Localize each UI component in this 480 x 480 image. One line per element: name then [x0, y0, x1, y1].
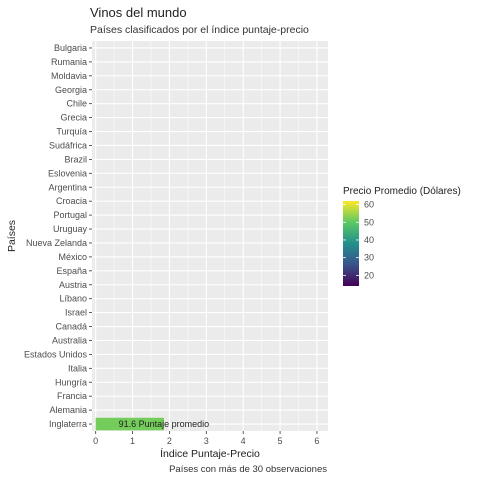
chart-caption: Países con más de 30 observaciones [169, 464, 327, 475]
x-tick-label: 1 [130, 436, 135, 446]
y-tick-label: Rumania [51, 57, 87, 67]
y-tick-label: Portugal [53, 210, 87, 220]
x-tick-label: 4 [241, 436, 246, 446]
y-tick-label: Georgia [55, 85, 87, 95]
legend-tick-label: 30 [364, 253, 374, 263]
y-tick-label: Estados Unidos [24, 349, 88, 359]
y-tick-label: Austria [59, 280, 87, 290]
grid-minor [113, 41, 299, 431]
x-tick-label: 0 [93, 436, 98, 446]
bar-data-label: 91.6 Puntaje promedio [119, 419, 210, 429]
x-tick-label: 2 [167, 436, 172, 446]
legend-tick-label: 40 [364, 235, 374, 245]
x-tick-label: 3 [204, 436, 209, 446]
y-tick-label: Líbano [59, 294, 87, 304]
chart-subtitle: Países clasificados por el índice puntaj… [90, 24, 309, 36]
y-tick-label: Francia [57, 391, 87, 401]
legend-colorbar [343, 201, 359, 286]
y-tick-label: Moldavia [51, 71, 87, 81]
y-tick-label: Brazil [64, 154, 87, 164]
grid-major [92, 41, 328, 431]
bar-labels: 91.6 Puntaje promedio [119, 419, 210, 429]
y-tick-label: Eslovenia [48, 168, 87, 178]
y-tick-label: Sudáfrica [49, 140, 87, 150]
legend-ticks: 20 30 40 50 60 [343, 200, 374, 280]
plot-panel [92, 41, 328, 431]
y-tick-label: Italia [68, 363, 87, 373]
y-tick-label: Inglaterra [49, 419, 87, 429]
y-tick-label: Israel [65, 308, 87, 318]
legend-tick-label: 60 [364, 200, 374, 210]
y-tick-label: Argentina [48, 182, 87, 192]
y-axis-title: Países [6, 220, 18, 252]
y-tick-label: Australia [52, 335, 87, 345]
y-tick-label: Canadá [55, 322, 87, 332]
x-tick-label: 5 [278, 436, 283, 446]
legend-tick-label: 20 [364, 270, 374, 280]
legend-title: Precio Promedio (Dólares) [343, 186, 461, 197]
y-tick-label: Nueva Zelanda [26, 238, 87, 248]
y-tick-label: Croacia [56, 196, 87, 206]
y-tick-label: Hungría [55, 377, 87, 387]
y-tick-label: Turquía [56, 127, 87, 137]
legend-tick-label: 50 [364, 217, 374, 227]
y-tick-label: Grecia [60, 113, 87, 123]
legend: Precio Promedio (Dólares) 20 30 40 50 60 [343, 186, 461, 286]
bar [95, 417, 164, 431]
x-axis: 0 1 2 3 4 5 6 [93, 431, 319, 446]
y-tick-label: España [56, 266, 87, 276]
x-axis-title: Índice Puntaje-Precio [160, 447, 260, 460]
chart-title: Vinos del mundo [90, 5, 187, 20]
y-tick-label: Alemania [49, 405, 87, 415]
y-axis: Bulgaria Rumania Moldavia Georgia Chile Greci… [24, 43, 92, 429]
y-tick-label: México [58, 252, 87, 262]
bars [95, 417, 164, 431]
x-tick-label: 6 [314, 436, 319, 446]
y-tick-label: Chile [66, 99, 87, 109]
y-tick-label: Bulgaria [54, 43, 87, 53]
y-tick-label: Uruguay [53, 224, 88, 234]
